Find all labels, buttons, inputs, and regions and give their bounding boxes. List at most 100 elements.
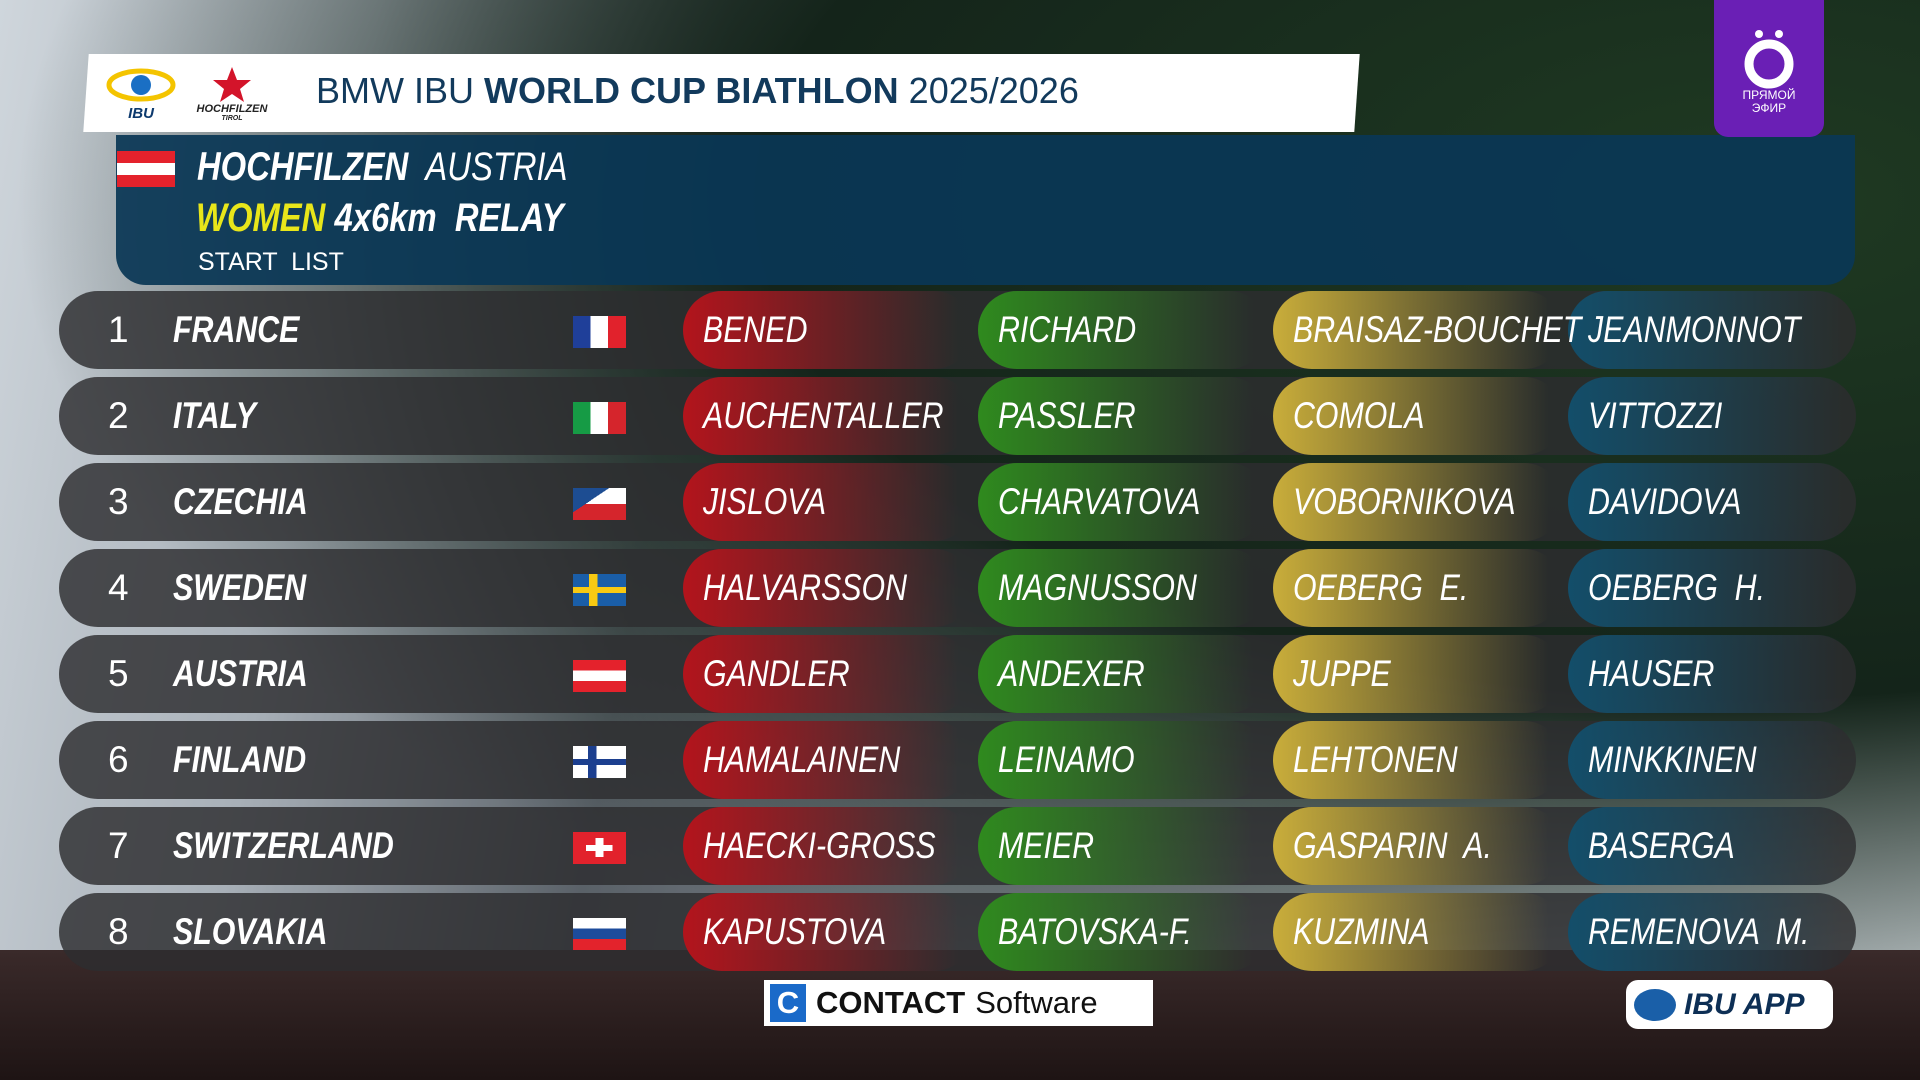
team-name-text: ITALY	[173, 395, 257, 436]
leg-name: OEBERG E.	[1293, 549, 1507, 627]
contact-icon: C	[770, 984, 806, 1022]
flag	[573, 832, 626, 864]
leg-pill	[1568, 635, 1858, 713]
leg-pill	[1273, 721, 1563, 799]
leg-name-text: JISLOVA	[703, 481, 827, 522]
leg-name-text: JEANMONNOT	[1588, 309, 1801, 350]
leg-name-text: BASERGA	[1588, 825, 1735, 866]
leg-name-text: LEHTONEN	[1293, 739, 1458, 780]
leg-name: MAGNUSSON	[998, 549, 1241, 627]
leg-name: CHARVATOVA	[998, 463, 1245, 541]
title: BMW IBU WORLD CUP BIATHLON 2025/2026	[316, 70, 1079, 112]
leg-name: HAMALAINEN	[703, 721, 944, 799]
hochfilzen-logo: HOCHFILZEN TIROL	[188, 56, 276, 130]
leg-pill	[1273, 635, 1563, 713]
leg-name-text: PASSLER	[998, 395, 1136, 436]
channel-logo: ПРЯМОЙ ЭФИР	[1714, 0, 1824, 137]
leg-pill	[683, 291, 973, 369]
team-row: 2 ITALY AUCHENTALLER PASSLER COMOLA VITTOZZI	[59, 377, 1858, 455]
ibu-text: IBU	[128, 104, 154, 122]
team-name-text: SWITZERLAND	[173, 825, 394, 866]
team-name-text: FRANCE	[173, 309, 300, 350]
team-name-text: FINLAND	[173, 739, 307, 780]
rank: 4	[108, 567, 129, 608]
team-name-text: CZECHIA	[173, 481, 308, 522]
leg-name: AUCHENTALLER	[703, 377, 996, 455]
venue-flag	[117, 151, 175, 187]
team-name: SWEDEN	[173, 549, 335, 627]
flag	[573, 660, 626, 692]
leg-name-text: REMENOVA M.	[1588, 911, 1810, 952]
leg-name: JISLOVA	[703, 463, 853, 541]
leg-pill	[978, 807, 1268, 885]
leg-name: HAECKI-GROSS	[703, 807, 987, 885]
leg-pill	[1568, 463, 1858, 541]
leg-pill	[1273, 807, 1563, 885]
leg-pill	[683, 463, 973, 541]
leg-name: HALVARSSON	[703, 549, 952, 627]
format: RELAY	[454, 196, 564, 240]
ibu-emblem	[106, 68, 176, 101]
leg-name: ANDEXER	[998, 635, 1177, 713]
gender: WOMEN	[196, 196, 326, 240]
leg-pill	[683, 377, 973, 455]
venue: HOCHFILZEN	[197, 145, 409, 189]
leg-name: COMOLA	[1293, 377, 1453, 455]
team-row: 3 CZECHIA JISLOVA CHARVATOVA VOBORNIKOVA DAVI…	[59, 463, 1858, 541]
team-name-text: SWEDEN	[173, 567, 307, 608]
title-bold: WORLD CUP BIATHLON	[484, 70, 899, 111]
flag	[573, 402, 626, 434]
ibu-app-badge: IBU APP	[1626, 980, 1833, 1029]
leg-name: BATOVSKA-F.	[998, 893, 1234, 971]
leg-pill	[1568, 721, 1858, 799]
leg-name-text: GASPARIN A.	[1293, 825, 1492, 866]
flag	[573, 574, 626, 606]
leg-pill	[978, 463, 1268, 541]
leg-pill	[1568, 377, 1858, 455]
rank: 6	[108, 739, 129, 780]
rank: 3	[108, 481, 129, 522]
leg-name: KAPUSTOVA	[703, 893, 926, 971]
leg-name-text: HAMALAINEN	[703, 739, 901, 780]
leg-name: JEANMONNOT	[1588, 291, 1847, 369]
leg-name-text: COMOLA	[1293, 395, 1425, 436]
leg-name-text: BENED	[703, 309, 808, 350]
leg-name: GANDLER	[703, 635, 882, 713]
leg-name-text: GANDLER	[703, 653, 850, 694]
leg-name-text: AUCHENTALLER	[703, 395, 944, 436]
star-emblem	[213, 66, 251, 102]
leg-pill	[1568, 807, 1858, 885]
title-prefix: BMW IBU	[316, 70, 474, 111]
flag	[573, 316, 626, 348]
channel-label: ПРЯМОЙ ЭФИР	[1742, 88, 1796, 115]
team-row: 6 FINLAND HAMALAINEN LEINAMO LEHTONEN MINKKIN…	[59, 721, 1858, 799]
leg-pill	[978, 291, 1268, 369]
leg-pill	[978, 377, 1268, 455]
team-name: FRANCE	[173, 291, 327, 369]
leg-name-text: OEBERG E.	[1293, 567, 1469, 608]
team-name: CZECHIA	[173, 463, 337, 541]
leg-name: RICHARD	[998, 291, 1167, 369]
team-name: SLOVAKIA	[173, 893, 361, 971]
team-name: AUSTRIA	[173, 635, 337, 713]
leg-name-text: HALVARSSON	[703, 567, 908, 608]
leg-name-text: VITTOZZI	[1588, 395, 1723, 436]
flag	[573, 488, 626, 520]
team-name-text: SLOVAKIA	[173, 911, 328, 952]
leg-name: HAUSER	[1588, 635, 1742, 713]
leg-name-text: JUPPE	[1293, 653, 1391, 694]
flag	[573, 746, 626, 778]
leg-name-text: HAECKI-GROSS	[703, 825, 936, 866]
app-text: IBU APP	[1684, 987, 1805, 1021]
rank: 2	[108, 395, 129, 436]
leg-name-text: BATOVSKA-F.	[998, 911, 1192, 952]
rank: 7	[108, 825, 129, 866]
team-name: SWITZERLAND	[173, 807, 442, 885]
leg-name: VOBORNIKOVA	[1293, 463, 1564, 541]
leg-name: DAVIDOVA	[1588, 463, 1775, 541]
leg-name: BASERGA	[1588, 807, 1767, 885]
leg-name-text: DAVIDOVA	[1588, 481, 1742, 522]
leg-pill	[683, 893, 973, 971]
leg-name-text: BRAISAZ-BOUCHET	[1293, 309, 1582, 350]
hochfilzen-text: HOCHFILZEN	[196, 102, 268, 115]
